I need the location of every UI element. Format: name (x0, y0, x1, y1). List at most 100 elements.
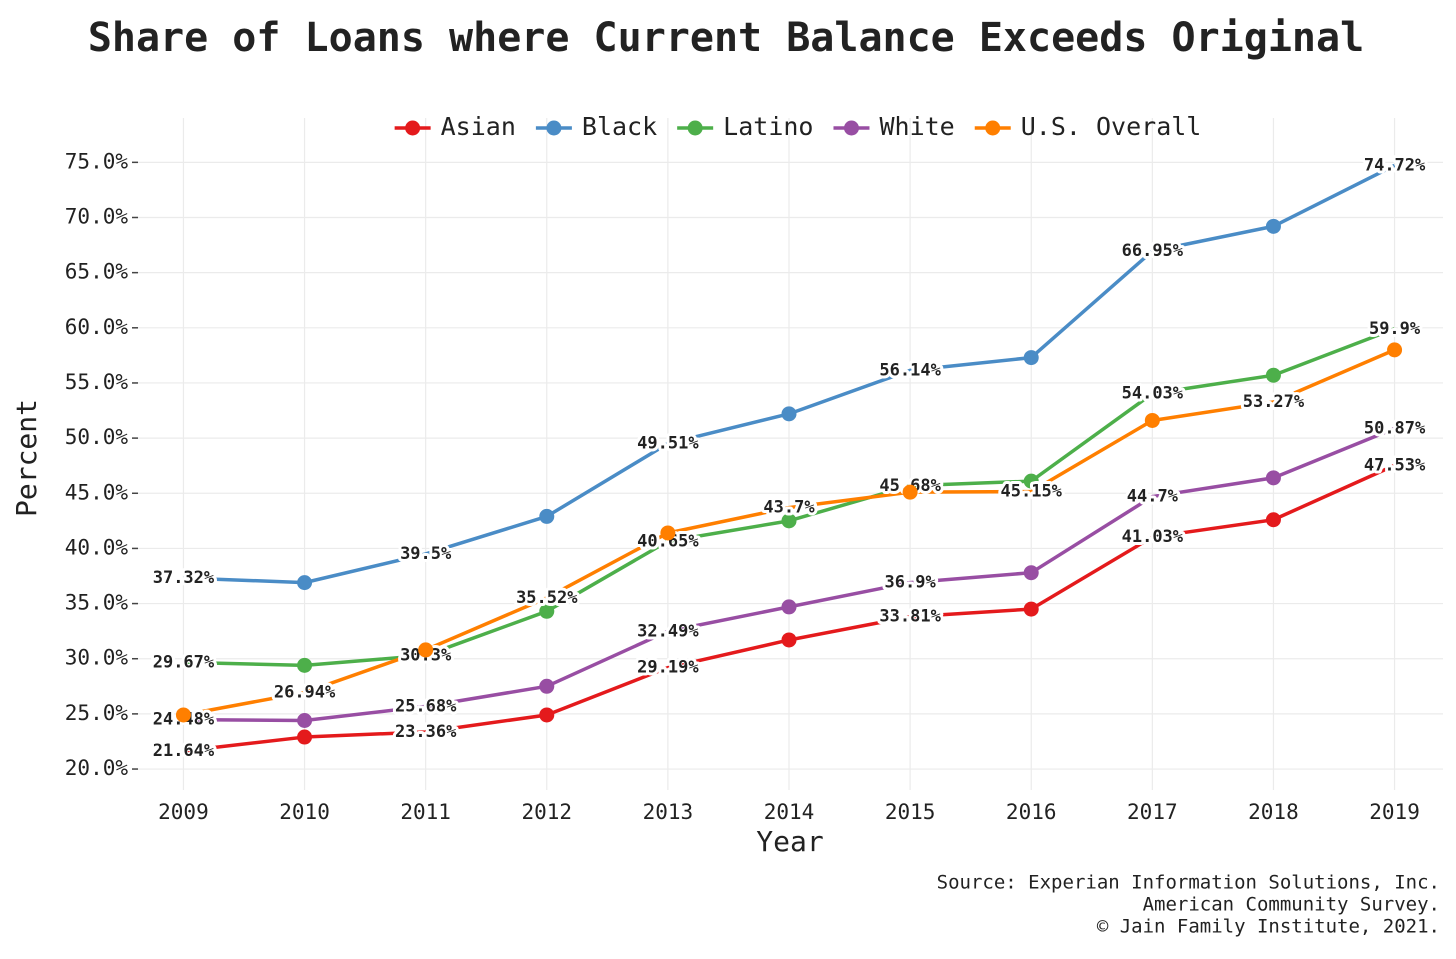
legend-item: Black (535, 112, 657, 141)
y-tick-label: 75.0% (65, 149, 129, 173)
x-tick-label: 2016 (1006, 800, 1057, 824)
data-point (539, 603, 555, 619)
legend-marker (546, 120, 562, 136)
data-label: 39.5% (400, 544, 452, 564)
x-tick-label: 2015 (885, 800, 936, 824)
data-point (1265, 470, 1281, 486)
x-tick-label: 2013 (643, 800, 694, 824)
x-tick-label: 2017 (1127, 800, 1178, 824)
source-note: American Community Survey. (1143, 894, 1440, 916)
legend-item: Latino (677, 112, 813, 141)
y-tick-label: 25.0% (65, 701, 129, 725)
y-tick-label: 20.0% (65, 756, 129, 780)
x-tick-label: 2019 (1369, 800, 1420, 824)
source-note: © Jain Family Institute, 2021. (1097, 916, 1440, 938)
data-label: 45.15% (1001, 482, 1063, 502)
data-label: 49.51% (637, 434, 699, 454)
chart-title: Share of Loans where Current Balance Exc… (88, 15, 1364, 61)
data-label: 50.87% (1364, 419, 1426, 439)
x-tick-label: 2018 (1248, 800, 1299, 824)
x-tick-label: 2012 (521, 800, 572, 824)
legend-label: Black (582, 112, 657, 141)
series-line (183, 348, 1396, 717)
y-tick-label: 55.0% (65, 370, 129, 394)
data-label: 53.27% (1243, 392, 1305, 412)
data-point (1265, 512, 1281, 528)
data-label: 59.9% (1369, 319, 1421, 339)
x-tick-label: 2009 (158, 800, 209, 824)
data-point (175, 707, 191, 723)
data-label: 41.03% (1122, 527, 1184, 547)
data-point (781, 632, 797, 648)
data-label: 74.72% (1364, 155, 1426, 175)
data-point (297, 575, 313, 591)
data-label: 66.95% (1122, 241, 1184, 261)
data-label: 35.52% (516, 588, 578, 608)
data-point (418, 642, 434, 658)
data-point (539, 508, 555, 524)
data-point (1387, 342, 1403, 358)
data-point (781, 513, 797, 529)
data-point (297, 713, 313, 729)
legend-label: White (879, 112, 954, 141)
data-point (781, 599, 797, 615)
data-point (781, 406, 797, 422)
y-tick-label: 40.0% (65, 535, 129, 559)
legend-marker (843, 120, 859, 136)
legend-item: Asian (394, 112, 516, 141)
data-point (1265, 367, 1281, 383)
data-point (297, 729, 313, 745)
data-label: 37.32% (153, 568, 215, 588)
y-tick-label: 60.0% (65, 315, 129, 339)
x-tick-label: 2011 (400, 800, 451, 824)
data-label: 56.14% (879, 360, 941, 380)
data-point (539, 707, 555, 723)
legend: Asian Black Latino White U.S. Overall (394, 112, 1202, 141)
data-label: 25.68% (395, 696, 457, 716)
legend-label: Asian (441, 112, 516, 141)
data-point (297, 657, 313, 673)
data-label: 36.9% (885, 573, 937, 593)
data-label: 21.64% (153, 741, 215, 761)
data-label: 54.03% (1122, 384, 1184, 404)
y-tick-label: 30.0% (65, 646, 129, 670)
data-point (1144, 412, 1160, 428)
legend-marker (985, 120, 1001, 136)
y-axis-label: Percent (10, 399, 43, 517)
data-label: 29.19% (637, 658, 699, 678)
data-label: 32.49% (637, 621, 699, 641)
data-label: 33.81% (879, 607, 941, 627)
legend-item: White (833, 112, 955, 141)
data-label: 29.67% (153, 652, 215, 672)
x-axis-label: Year (756, 825, 823, 858)
source-note: Source: Experian Information Solutions, … (937, 872, 1440, 894)
legend-label: U.S. Overall (1021, 112, 1202, 141)
legend-marker (405, 120, 421, 136)
y-tick-label: 65.0% (65, 260, 129, 284)
data-label: 26.94% (274, 682, 336, 702)
data-point (1265, 218, 1281, 234)
x-tick-label: 2014 (764, 800, 815, 824)
legend-item: U.S. Overall (974, 112, 1202, 141)
data-point (902, 484, 918, 500)
y-tick-label: 50.0% (65, 425, 129, 449)
data-label: 43.7% (763, 498, 815, 518)
legend-marker (687, 120, 703, 136)
data-point (1023, 473, 1039, 489)
data-point (1023, 601, 1039, 617)
data-point (1023, 350, 1039, 366)
data-label: 44.7% (1127, 487, 1179, 507)
data-point (660, 525, 676, 541)
legend-label: Latino (723, 112, 813, 141)
data-point (1023, 565, 1039, 581)
plot-area: 20.0% 25.0% 30.0% 35.0% 40.0% 45.0% 50.0% 55.0%… (65, 118, 1443, 824)
y-tick-label: 70.0% (65, 204, 129, 228)
x-tick-label: 2010 (279, 800, 330, 824)
data-label: 23.36% (395, 722, 457, 742)
data-point (539, 678, 555, 694)
y-tick-label: 45.0% (65, 480, 129, 504)
data-label: 47.53% (1364, 455, 1426, 475)
y-tick-label: 35.0% (65, 591, 129, 615)
